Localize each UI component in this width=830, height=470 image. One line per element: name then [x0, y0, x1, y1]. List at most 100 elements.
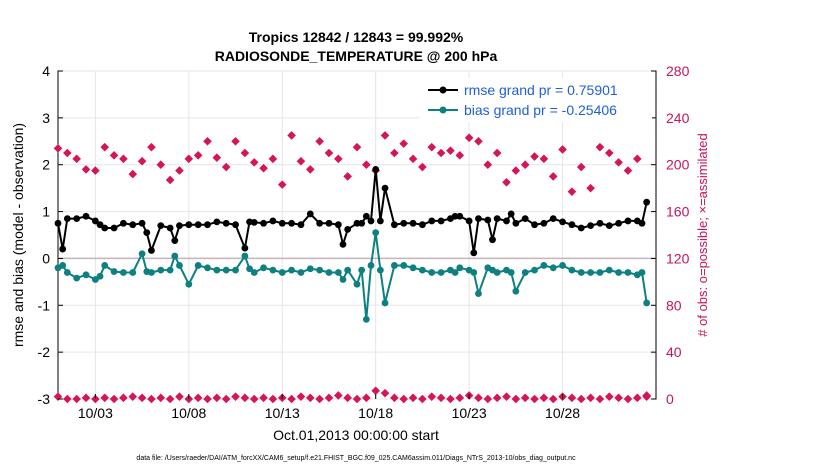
- obs-assimilated-marker-35: [380, 388, 390, 398]
- obs-assimilated-marker-56: [576, 394, 586, 404]
- obs-assimilated-marker-49: [511, 394, 521, 404]
- rmse-point-57: [484, 216, 492, 224]
- y2-tick-label-6: 240: [666, 110, 690, 126]
- rmse-point-29: [278, 219, 286, 227]
- bias-point-48: [419, 266, 426, 274]
- obs-possible-marker-32: [352, 142, 362, 152]
- rmse-point-70: [587, 222, 594, 230]
- bias-point-76: [638, 269, 646, 276]
- rmse-point-15: [166, 224, 174, 232]
- obs-possible-marker-8: [128, 169, 138, 179]
- rmse-point-10: [129, 221, 137, 229]
- obs-assimilated-marker-63: [642, 391, 651, 400]
- bias-point-56: [475, 290, 482, 297]
- obs-assimilated-marker-47: [492, 393, 502, 403]
- obs-possible-marker-60: [614, 158, 623, 167]
- bias-point-47: [409, 264, 417, 272]
- bias-point-68: [568, 266, 576, 274]
- obs-assimilated-marker-9: [137, 393, 147, 403]
- obs-possible-marker-5: [100, 142, 110, 152]
- obs-possible-marker-38: [408, 154, 418, 164]
- bias-point-25: [246, 265, 253, 273]
- legend-box: [420, 78, 652, 122]
- obs-assimilated-marker-6: [109, 394, 119, 404]
- obs-possible-marker-23: [268, 154, 278, 164]
- rmse-point-74: [624, 217, 632, 225]
- obs-possible-marker-18: [221, 162, 231, 172]
- rmse-point-54: [465, 217, 473, 225]
- rmse-point-37: [344, 225, 352, 233]
- rmse-point-3: [73, 215, 81, 223]
- obs-possible-marker-49: [511, 166, 521, 175]
- y-tick-label-7: 4: [42, 63, 50, 79]
- obs-assimilated-marker-23: [268, 394, 278, 404]
- rmse-point-7: [101, 224, 109, 232]
- bias-point-43: [376, 266, 384, 274]
- bias-point-10: [129, 269, 137, 276]
- legend-rmse-marker: [439, 86, 447, 94]
- obs-assimilated-marker-38: [408, 393, 418, 403]
- obs-assimilated-marker-33: [362, 393, 371, 403]
- rmse-point-27: [260, 219, 267, 227]
- y-tick-label-0: -3: [38, 391, 51, 407]
- obs-assimilated-marker-58: [595, 394, 605, 404]
- obs-possible-marker-58: [595, 142, 605, 152]
- rmse-point-73: [615, 219, 623, 227]
- bias-point-18: [185, 280, 193, 288]
- obs-possible-marker-54: [558, 145, 567, 154]
- bias-point-4: [82, 271, 90, 279]
- obs-possible-marker-31: [343, 172, 352, 181]
- bias-point-41: [367, 262, 375, 269]
- rmse-point-23: [232, 221, 239, 229]
- rmse-point-26: [250, 218, 258, 226]
- obs-assimilated-marker-19: [231, 392, 240, 401]
- x-tick-label-1: 10/08: [171, 405, 206, 421]
- y2-tick-label-4: 160: [666, 204, 690, 220]
- obs-assimilated-marker-36: [390, 393, 399, 403]
- obs-possible-marker-35: [380, 131, 390, 140]
- bias-point-14: [157, 266, 165, 274]
- bias-point-23: [232, 266, 239, 274]
- obs-possible-marker-61: [623, 166, 633, 175]
- rmse-point-21: [213, 218, 221, 226]
- bias-point-19: [194, 262, 202, 269]
- rmse-point-16: [171, 237, 179, 245]
- bias-point-35: [334, 269, 342, 276]
- obs-possible-marker-41: [436, 148, 446, 158]
- x-tick-label-5: 10/28: [545, 405, 580, 421]
- legend-rmse-label: rmse grand pr = 0.75901: [464, 82, 618, 98]
- bias-point-49: [428, 269, 436, 276]
- obs-possible-marker-19: [231, 136, 240, 146]
- bias-point-8: [110, 268, 118, 275]
- obs-assimilated-marker-0: [53, 392, 63, 401]
- bias-point-71: [596, 269, 604, 276]
- rmse-point-43: [376, 217, 384, 225]
- bias-point-16: [171, 252, 179, 260]
- footer-data-file: data file: /Users/raeder/DAI/ATM_forcXX/…: [136, 455, 576, 462]
- rmse-point-19: [194, 221, 202, 229]
- rmse-point-42: [372, 166, 380, 173]
- bias-point-55: [470, 269, 478, 276]
- legend: rmse grand pr = 0.75901 bias grand pr = …: [420, 78, 652, 122]
- obs-possible-marker-42: [446, 146, 455, 155]
- y2-axis-label: # of obs: o=possible; ×=assimilated: [695, 133, 710, 336]
- rmse-point-9: [120, 219, 127, 227]
- bias-point-17: [176, 262, 183, 269]
- obs-assimilated-marker-13: [175, 392, 184, 401]
- obs-assimilated-marker-42: [446, 394, 455, 404]
- rmse-point-50: [437, 217, 445, 225]
- obs-possible-marker-59: [604, 148, 614, 158]
- rmse-point-32: [306, 210, 314, 218]
- obs-possible-marker-10: [147, 142, 156, 152]
- bias-point-62: [512, 287, 520, 295]
- obs-possible-marker-47: [492, 148, 502, 158]
- obs-assimilated-marker-21: [249, 394, 259, 404]
- bias-point-69: [577, 269, 585, 276]
- rmse-point-62: [512, 219, 520, 227]
- obs-possible-marker-62: [633, 154, 642, 164]
- obs-possible-marker-48: [502, 177, 511, 187]
- y-tick-label-1: -2: [38, 344, 51, 360]
- obs-possible-marker-6: [109, 151, 119, 160]
- bias-point-42: [372, 229, 380, 237]
